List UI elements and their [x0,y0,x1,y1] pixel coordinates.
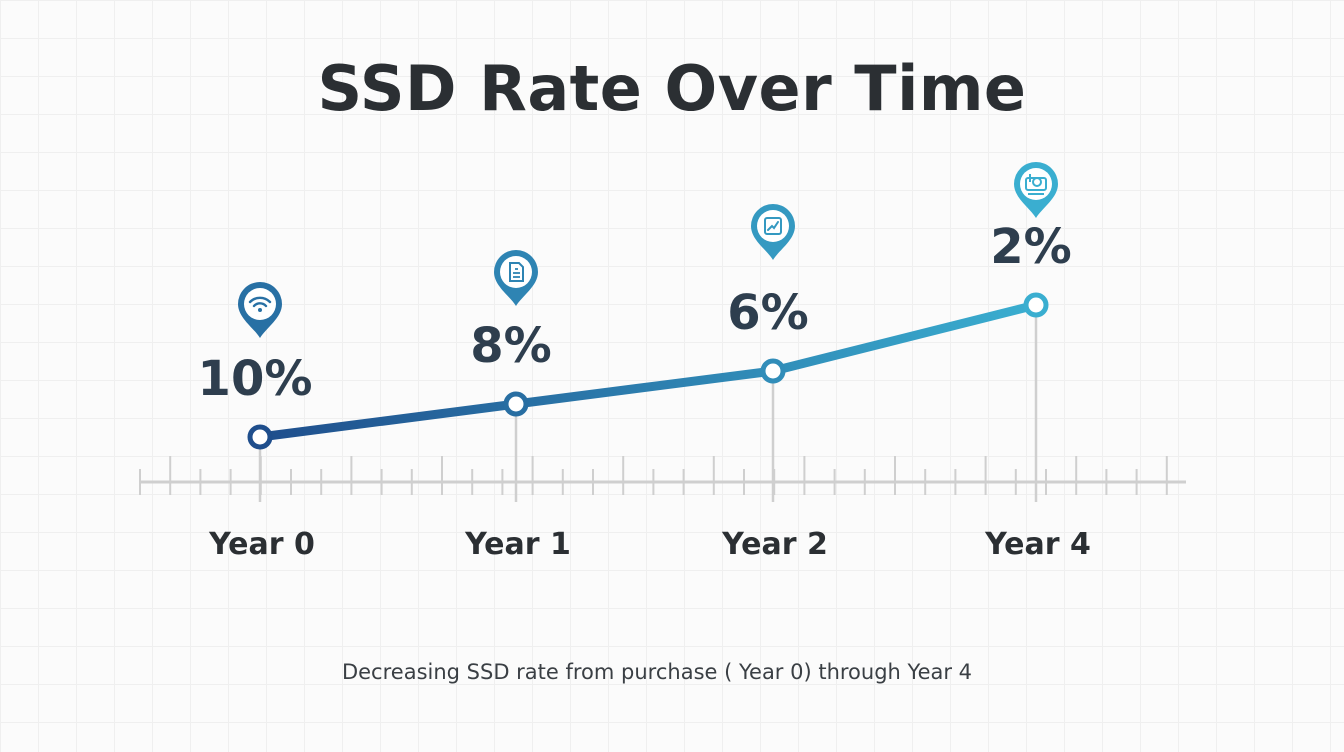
trend-chart-icon [764,217,782,235]
chart-subtitle: Decreasing SSD rate from purchase ( Year… [341,660,973,684]
document-icon [509,262,524,282]
trend-chart-pin [751,204,795,260]
data-point [1023,292,1049,318]
x-axis [139,456,1186,495]
drop-lines [258,317,1038,502]
ssd-drive-pin [1014,162,1058,218]
marker-pins [238,162,1058,338]
data-label: 6% [727,285,809,341]
x-tick-label: Year 2 [721,527,828,562]
x-tick-label: Year 1 [464,527,571,562]
x-tick-label: Year 0 [208,527,315,562]
series-line [255,300,1041,442]
data-point [247,424,273,450]
chart-title: SSD Rate Over Time [317,52,1027,125]
document-pin [494,250,538,306]
ssd-drive-icon [1025,174,1047,195]
data-label: 2% [990,219,1072,275]
x-tick-label: Year 4 [984,527,1091,562]
data-labels: 10% 8% 6% 2% [198,219,1072,407]
data-points [247,292,1049,450]
data-point [503,391,529,417]
wifi-icon [248,296,272,312]
data-point [760,358,786,384]
x-tick-labels: Year 0 Year 1 Year 2 Year 4 [208,527,1091,562]
data-label: 10% [198,351,313,407]
data-label: 8% [470,318,552,374]
wifi-pin [238,282,282,338]
